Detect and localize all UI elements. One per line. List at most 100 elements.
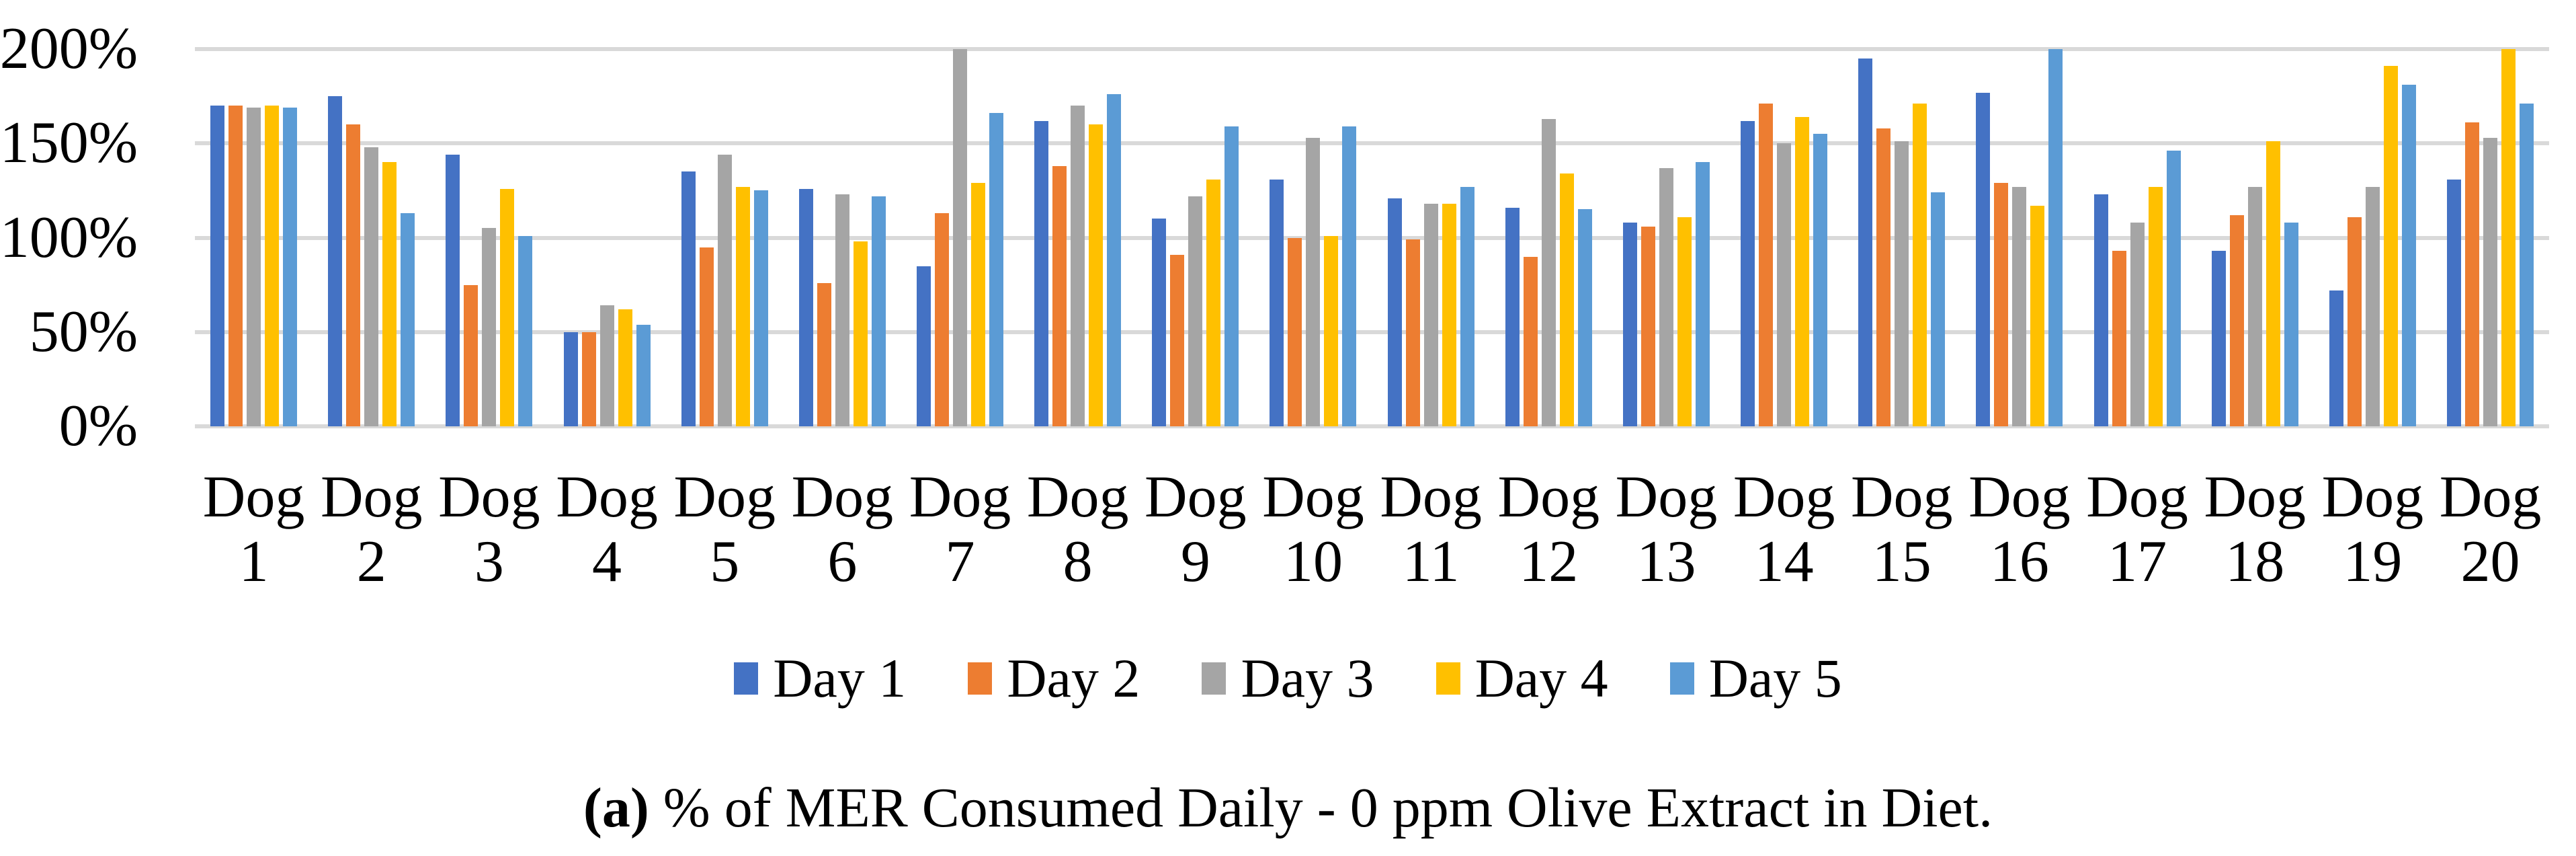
- bar-day-5: [401, 213, 415, 426]
- bar-day-4: [1559, 173, 1574, 426]
- bar-day-2: [2465, 122, 2480, 426]
- x-tick-label-dog-18: Dog 18: [2204, 465, 2307, 594]
- bar-day-3: [1659, 167, 1673, 426]
- plot-area: [195, 47, 2549, 428]
- x-tick-label-dog-7: Dog 7: [909, 465, 1011, 594]
- bar-day-4: [2148, 186, 2163, 426]
- bar-day-2: [1876, 128, 1891, 426]
- bar-day-4: [2383, 66, 2398, 426]
- x-tick-label-dog-16: Dog 16: [1968, 465, 2071, 594]
- bar-group-dog-5: [666, 49, 784, 426]
- bar-day-5: [283, 107, 298, 426]
- bar-group-dog-11: [1372, 49, 1490, 426]
- bar-day-1: [681, 171, 696, 426]
- bar-day-1: [1622, 223, 1637, 426]
- bar-day-3: [247, 107, 261, 426]
- bar-day-2: [2229, 215, 2244, 426]
- bar-day-1: [328, 96, 343, 426]
- bar-group-dog-3: [430, 49, 548, 426]
- bar-day-4: [618, 309, 632, 426]
- bar-day-2: [1170, 254, 1185, 426]
- legend-label: Day 5: [1708, 648, 1842, 709]
- bar-day-3: [1423, 204, 1438, 426]
- bar-day-5: [1342, 126, 1357, 426]
- bar-day-1: [2211, 251, 2226, 426]
- bar-day-3: [1777, 143, 1792, 426]
- legend-item-day-5: Day 5: [1669, 648, 1842, 709]
- bar-day-4: [500, 188, 515, 426]
- bar-day-1: [2093, 194, 2108, 426]
- bar-day-4: [735, 186, 750, 426]
- y-tick-label: 100%: [0, 204, 138, 270]
- bar-day-2: [817, 282, 831, 426]
- bar-group-dog-6: [784, 49, 901, 426]
- bar-group-dog-9: [1136, 49, 1254, 426]
- legend-item-day-2: Day 2: [968, 651, 1140, 706]
- bar-day-3: [2483, 137, 2498, 426]
- bar-group-dog-19: [2314, 49, 2432, 426]
- bar-group-dog-16: [1960, 49, 2078, 426]
- bar-day-5: [2166, 151, 2181, 426]
- bar-day-3: [1895, 141, 1909, 426]
- legend-item-day-1: Day 1: [734, 651, 906, 706]
- bar-group-dog-12: [1490, 49, 1608, 426]
- bar-day-3: [1541, 118, 1556, 426]
- bar-day-4: [1795, 116, 1810, 426]
- y-tick-label: 150%: [0, 110, 138, 176]
- x-tick-label-dog-3: Dog 3: [438, 465, 540, 594]
- gridline-150: [195, 141, 2549, 146]
- bar-day-5: [989, 113, 1004, 426]
- bar-day-2: [464, 284, 479, 426]
- x-axis-tick-labels: Dog 1 Dog 2 Dog 3 Dog 4 Dog 5 Dog 6 Dog 7 Dog 8 Dog 9 Dog 1…: [195, 465, 2549, 594]
- bar-day-1: [1741, 120, 1755, 426]
- gridline-200: [195, 47, 2549, 51]
- x-tick-label-dog-12: Dog 12: [1497, 465, 1600, 594]
- bar-day-5: [2048, 49, 2063, 426]
- bar-day-4: [2030, 205, 2045, 426]
- caption-label: (a): [583, 777, 649, 839]
- bar-day-4: [1206, 179, 1221, 426]
- bar-day-3: [1188, 196, 1203, 426]
- legend-label: Day 1: [773, 648, 907, 709]
- bar-day-4: [382, 162, 397, 426]
- bar-group-dog-4: [548, 49, 665, 426]
- bar-day-3: [953, 49, 968, 426]
- bar-day-5: [518, 235, 533, 426]
- bar-day-4: [265, 106, 280, 426]
- bar-day-2: [1405, 239, 1420, 426]
- bar-day-5: [2284, 223, 2298, 426]
- y-tick-label: 0%: [58, 393, 138, 459]
- bar-day-4: [971, 183, 986, 426]
- bar-day-5: [2520, 104, 2534, 426]
- x-tick-label-dog-5: Dog 5: [673, 465, 776, 594]
- bar-day-5: [1931, 192, 1946, 426]
- bar-day-5: [1695, 162, 1710, 426]
- bar-day-3: [717, 155, 732, 426]
- x-tick-label-dog-10: Dog 10: [1262, 465, 1364, 594]
- legend-swatch-icon: [1202, 662, 1227, 695]
- bar-day-2: [1052, 165, 1067, 426]
- x-tick-label-dog-1: Dog 1: [202, 465, 305, 594]
- bar-day-1: [1152, 219, 1167, 426]
- bar-group-dog-18: [2196, 49, 2314, 426]
- bar-day-5: [753, 190, 768, 426]
- bar-group-dog-20: [2432, 49, 2549, 426]
- bar-day-1: [1976, 92, 1991, 426]
- gridline-0: [195, 424, 2549, 428]
- legend-item-day-3: Day 3: [1202, 651, 1374, 706]
- legend-label: Day 2: [1007, 648, 1140, 709]
- bar-day-1: [798, 188, 813, 426]
- legend-swatch-icon: [1669, 662, 1694, 695]
- bar-day-4: [1089, 124, 1104, 426]
- bar-day-1: [1858, 59, 1873, 426]
- bar-day-1: [917, 266, 931, 426]
- bar-day-2: [581, 332, 596, 426]
- bar-day-4: [1913, 104, 1927, 426]
- bar-day-5: [1224, 126, 1239, 426]
- bar-day-1: [1034, 120, 1049, 426]
- bar-day-1: [563, 332, 578, 426]
- bar-day-4: [2266, 141, 2280, 426]
- bar-group-dog-15: [1843, 49, 1960, 426]
- bar-day-4: [1677, 217, 1692, 426]
